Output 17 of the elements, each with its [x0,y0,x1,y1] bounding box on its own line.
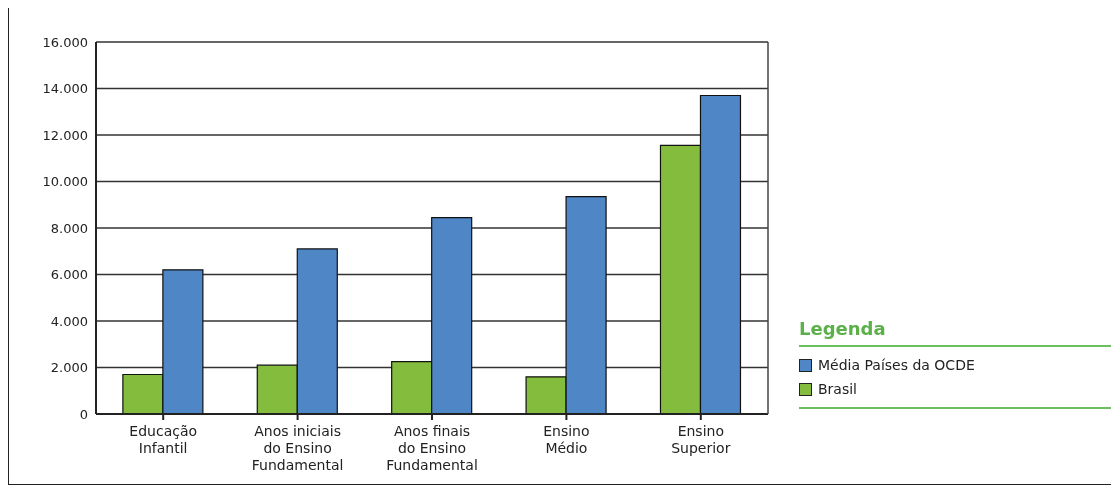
y-tick-label: 4.000 [50,313,88,329]
legend-label: Brasil [817,380,858,399]
x-tick-label: Ensino Médio [543,423,590,456]
x-tick-label: Ensino Superior [671,423,731,456]
x-tick-label: Educação Infantil [129,423,198,456]
x-tick-label: Anos finais do Ensino Fundamental [386,423,478,473]
y-tick-label: 8.000 [50,220,88,236]
y-tick-label: 0 [79,406,88,422]
y-tick-label: 2.000 [50,360,88,376]
y-tick-label: 6.000 [50,267,88,283]
legend-title: Legenda [799,318,1111,347]
x-tick-label: Anos iniciais do Ensino Fundamental [251,423,344,473]
y-tick-label: 16.000 [42,34,88,50]
y-tick-label: 14.000 [42,81,88,97]
legend-label: Média Países da OCDE [817,356,976,375]
y-tick-label: 12.000 [42,127,88,143]
y-tick-label: 10.000 [42,174,88,190]
